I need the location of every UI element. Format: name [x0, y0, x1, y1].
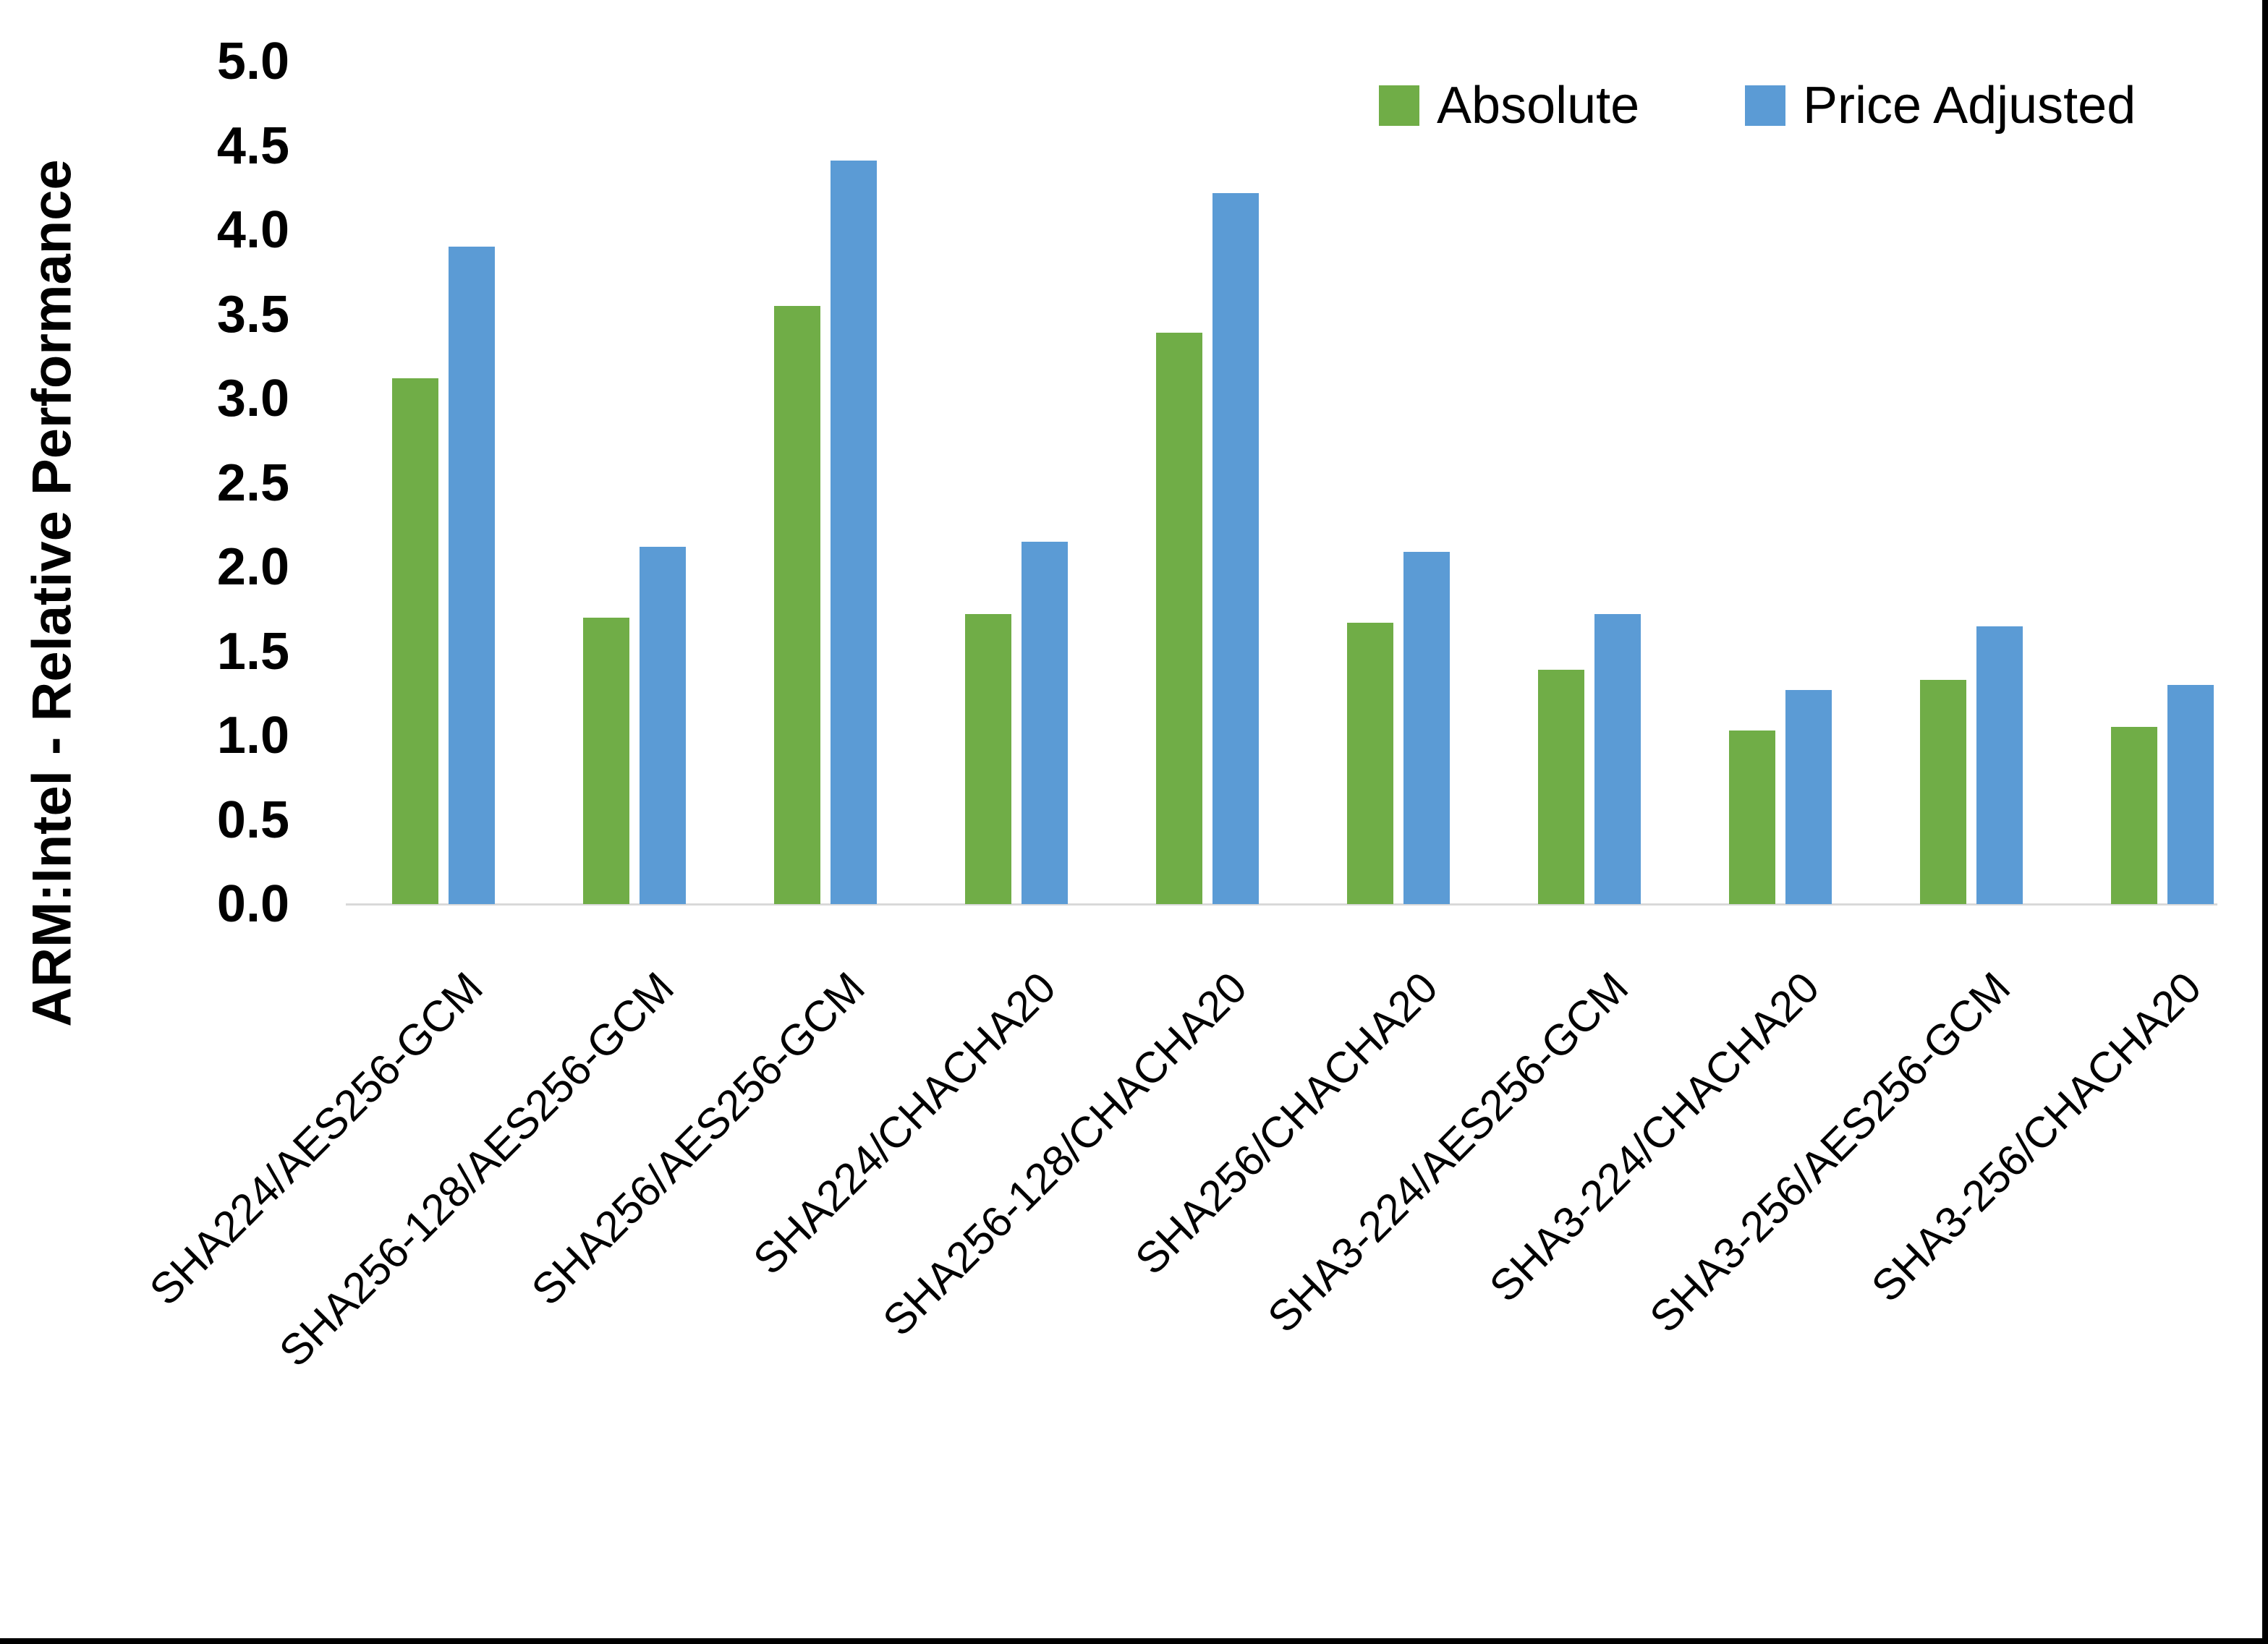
x-axis-label-sha256-128-chacha20: SHA256-128/CHACHA20 — [873, 963, 1256, 1345]
bar-absolute-sha3-256-chacha20 — [2111, 727, 2157, 904]
y-tick-label-0.0: 0.0 — [216, 875, 289, 933]
bar-price-adjusted-sha224-aes256-gcm — [449, 247, 495, 904]
bar-price-adjusted-sha256-128-chacha20 — [1212, 193, 1259, 904]
legend-item-absolute: Absolute — [1379, 77, 1640, 135]
bar-price-adjusted-sha256-128-aes256-gcm — [640, 547, 686, 904]
y-tick-label-1.0: 1.0 — [216, 707, 289, 764]
bar-price-adjusted-sha3-224-chacha20 — [1785, 690, 1832, 904]
y-tick-label-1.5: 1.5 — [216, 622, 289, 681]
bar-absolute-sha224-chacha20 — [965, 614, 1011, 904]
y-tick-label-3.0: 3.0 — [216, 370, 289, 427]
legend-label-absolute: Absolute — [1437, 77, 1640, 135]
x-axis-label-sha224-aes256-gcm: SHA224/AES256-GCM — [140, 963, 492, 1315]
y-tick-label-3.5: 3.5 — [216, 285, 289, 344]
legend-swatch-price-adjusted — [1745, 85, 1785, 126]
bar-absolute-sha256-aes256-gcm — [774, 306, 820, 904]
legend-item-price-adjusted: Price Adjusted — [1745, 77, 2136, 135]
bar-absolute-sha3-224-chacha20 — [1729, 731, 1775, 904]
bar-absolute-sha224-aes256-gcm — [392, 378, 438, 904]
page-border-right — [2262, 0, 2268, 1644]
x-axis-label-sha3-256-chacha20: SHA3-256/CHACHA20 — [1862, 963, 2211, 1311]
bar-price-adjusted-sha3-224-aes256-gcm — [1594, 614, 1641, 904]
bar-price-adjusted-sha3-256-aes256-gcm — [1976, 626, 2023, 904]
y-tick-label-5.0: 5.0 — [216, 33, 289, 90]
bar-absolute-sha3-256-aes256-gcm — [1920, 680, 1966, 904]
y-tick-label-2.5: 2.5 — [216, 453, 289, 512]
page-border-bottom — [0, 1638, 2268, 1644]
y-tick-label-0.5: 0.5 — [216, 791, 289, 849]
bar-price-adjusted-sha256-aes256-gcm — [831, 161, 877, 904]
y-tick-label-2.0: 2.0 — [216, 538, 289, 596]
bar-absolute-sha3-224-aes256-gcm — [1538, 670, 1584, 904]
x-axis-label-sha3-256-aes256-gcm: SHA3-256/AES256-GCM — [1640, 963, 2020, 1342]
y-axis-title: ARM:Intel - Relative Performance — [21, 159, 83, 1027]
bar-price-adjusted-sha224-chacha20 — [1022, 542, 1068, 904]
y-tick-label-4.0: 4.0 — [216, 201, 289, 259]
legend-swatch-absolute — [1379, 85, 1419, 126]
x-axis-label-sha256-128-aes256-gcm: SHA256-128/AES256-GCM — [269, 963, 683, 1376]
y-tick-label-4.5: 4.5 — [216, 116, 289, 175]
bar-absolute-sha256-128-aes256-gcm — [583, 618, 629, 904]
legend-label-price-adjusted: Price Adjusted — [1803, 77, 2136, 135]
x-axis-label-sha3-224-chacha20: SHA3-224/CHACHA20 — [1480, 963, 1829, 1311]
x-axis-label-sha3-224-aes256-gcm: SHA3-224/AES256-GCM — [1258, 963, 1638, 1342]
x-axis-label-sha256-aes256-gcm: SHA256/AES256-GCM — [522, 963, 874, 1315]
bar-absolute-sha256-128-chacha20 — [1156, 333, 1202, 904]
x-axis-baseline — [346, 903, 2217, 906]
bar-price-adjusted-sha256-chacha20 — [1403, 552, 1450, 904]
bar-price-adjusted-sha3-256-chacha20 — [2167, 685, 2214, 904]
bar-absolute-sha256-chacha20 — [1347, 623, 1393, 904]
